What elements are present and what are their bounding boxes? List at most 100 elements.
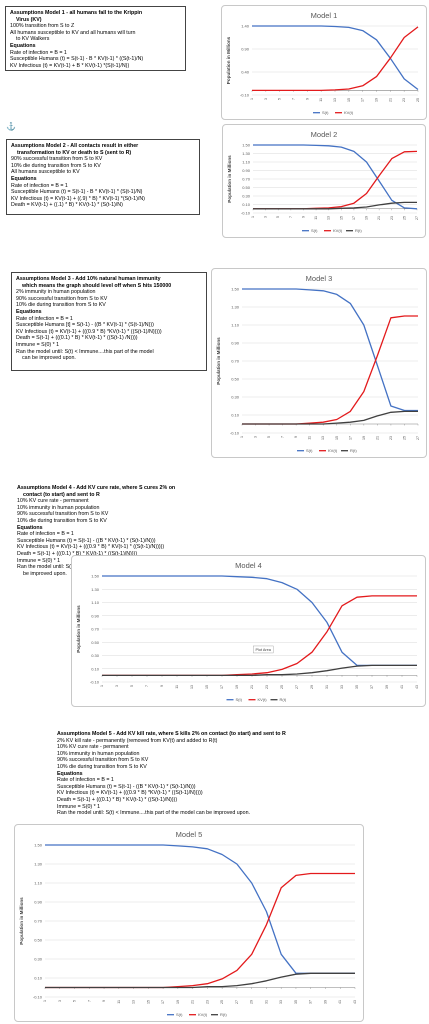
x-tick-label: 3 — [264, 98, 268, 100]
x-tick-label: 11 — [308, 436, 312, 440]
y-tick-label: 0.70 — [91, 627, 100, 632]
x-tick-label: 15 — [205, 685, 209, 689]
series-line-r — [253, 201, 417, 210]
series-line-kv — [242, 315, 418, 425]
x-tick-label: 5 — [278, 98, 282, 100]
x-tick-label: 9 — [160, 685, 164, 687]
chart-model-5[interactable]: Model 5 Population in Millions 1.50 1.30 1.1… — [14, 824, 364, 1022]
x-tick-label: 19 — [235, 685, 239, 689]
text-line: 10% die during transition from S to KV — [57, 763, 147, 770]
text-line: Immune = S(0) * 1 — [16, 341, 60, 348]
chart-model-1[interactable]: Model 1 Population in Millions 1.40 0.90 0.4… — [221, 5, 427, 120]
text-line: KV Infectious (t) = KV(t-1) + (((0.9 * B… — [17, 544, 165, 551]
y-tick-label: 1.10 — [242, 160, 251, 165]
x-tick-label: 7 — [281, 436, 285, 438]
x-tick-label: 11 — [175, 685, 179, 689]
legend-label-kv: KV(t) — [198, 1012, 208, 1017]
y-tick-label: 0.10 — [231, 413, 240, 418]
y-tick-label: 0.90 — [91, 613, 100, 618]
x-tick-label: 39 — [385, 685, 389, 689]
text-line: 100% transition from S to Z — [10, 23, 75, 30]
y-tick-label: 0.30 — [91, 653, 100, 658]
x-tick-label: 15 — [339, 216, 343, 220]
chart-model-2[interactable]: Model 2 Population in Millions 1.50 1.30 1.1… — [222, 124, 426, 238]
text-line: 10% die during transition from S to KV — [17, 517, 107, 524]
legend-label-r: R(t) — [280, 697, 287, 702]
y-tick-label: 0.90 — [241, 47, 250, 52]
x-tick-label: 41 — [338, 1000, 342, 1004]
text-line: 10% die during transition from S to KV — [11, 162, 101, 169]
x-tick-label: 15 — [146, 1000, 150, 1004]
text-line: KV Infectious (t) = KV(t-1) + B * KV(t-1… — [10, 62, 130, 69]
x-tick-label: 23 — [390, 216, 394, 220]
text-line: All humans susceptible to KV — [11, 169, 80, 176]
x-tick-label: 39 — [323, 1000, 327, 1004]
legend-label-r: R(t) — [220, 1012, 227, 1017]
series-line-s — [242, 288, 418, 412]
chart-title: Model 4 — [235, 561, 262, 570]
text-line: Assumptions Model 3 - Add 10% natural hu… — [16, 276, 161, 282]
text-line: 10% immunity in human population — [17, 504, 100, 511]
x-tick-label: 27 — [235, 1000, 239, 1004]
y-tick-label: 1.40 — [241, 24, 250, 29]
x-tick-label: 29 — [250, 1000, 254, 1004]
x-tick-label: 19 — [362, 436, 366, 440]
y-tick-label: 1.50 — [91, 574, 100, 579]
chart-svg: Model 2 Population in Millions 1.50 1.30 1.1… — [227, 130, 419, 233]
y-tick-label: 1.30 — [91, 587, 100, 592]
x-tick-label: 3 — [115, 685, 119, 687]
text-line: contact (to start) and sent to R — [23, 491, 100, 498]
text-line: Rate of infection = B = 1 — [11, 182, 68, 189]
text-line: 2% immunity in human population — [16, 289, 96, 296]
y-tick-label: -0.10 — [230, 431, 240, 436]
text-line: KV Infectious (t) = KV(t-1) + (((0.9 * B… — [16, 328, 162, 335]
y-axis-label: Population in Millions — [226, 36, 231, 84]
x-tick-label: 37 — [309, 1000, 313, 1004]
chart-svg: Model 4 Population in Millions 1.50 1.30 1.1… — [76, 561, 419, 702]
x-tick-label: 21 — [250, 685, 254, 689]
chart-model-4[interactable]: Model 4 Population in Millions 1.50 1.30 1.1… — [71, 555, 426, 707]
text-line: Death = S(t-1) + (((0.1) * B) * KV(t-1) … — [17, 550, 138, 557]
y-tick-label: 0.40 — [241, 70, 250, 75]
x-tick-label: 35 — [294, 1000, 298, 1004]
assumptions-text-5: Assumptions Model 5 - Add KV kill rate, … — [57, 731, 357, 821]
text-line: KV Infectious (t) = KV(t-1) + (((0.9 * B… — [57, 790, 203, 797]
x-tick-label: 31 — [325, 685, 329, 689]
y-tick-label: 1.30 — [34, 862, 43, 867]
y-tick-label: 1.10 — [231, 323, 240, 328]
x-tick-label: 19 — [176, 1000, 180, 1004]
y-axis-label: Population in Millions — [19, 897, 24, 945]
series-line-r — [242, 410, 418, 425]
y-tick-label: 1.10 — [34, 881, 43, 886]
text-line: Rate of infection = B = 1 — [57, 777, 114, 784]
y-tick-label: -0.10 — [241, 211, 251, 216]
x-tick-label: 19 — [365, 216, 369, 220]
x-tick-label: 19 — [375, 98, 379, 102]
y-tick-label: 1.50 — [242, 143, 251, 148]
x-tick-label: 37 — [370, 685, 374, 689]
y-tick-label: 1.30 — [242, 151, 251, 156]
x-tick-label: 7 — [145, 685, 149, 687]
x-tick-label: 7 — [292, 98, 296, 100]
chart-title: Model 1 — [311, 11, 338, 20]
assumptions-box-3: Assumptions Model 3 - Add 10% natural hu… — [11, 272, 207, 371]
y-tick-label: -0.10 — [33, 995, 43, 1000]
x-tick-label: 21 — [191, 1000, 195, 1004]
text-line: Susceptible Humans (t) = S(t-1) - ((B * … — [57, 783, 196, 790]
y-tick-label: 0.10 — [34, 976, 43, 981]
text-line: 90% successful transition from S to KV — [57, 757, 149, 764]
x-tick-label: 1 — [250, 98, 254, 100]
chart-model-3[interactable]: Model 3 Population in Millions 1.50 1.30 1.1… — [211, 268, 427, 458]
legend-label-s: S(t) — [322, 110, 329, 115]
series-line-r — [102, 664, 417, 677]
text-line: Equations — [57, 770, 83, 777]
legend-label-s: S(t) — [176, 1012, 183, 1017]
text-line: which means the graph should level off w… — [22, 282, 172, 289]
x-tick-label: 35 — [355, 685, 359, 689]
legend-label-r: R(t) — [355, 228, 362, 233]
y-tick-label: 0.90 — [34, 900, 43, 905]
x-tick-label: 33 — [340, 685, 344, 689]
anchor-icon[interactable]: ⚓ — [6, 122, 16, 131]
y-tick-label: -0.10 — [90, 680, 100, 685]
text-line: Equations — [16, 308, 42, 315]
